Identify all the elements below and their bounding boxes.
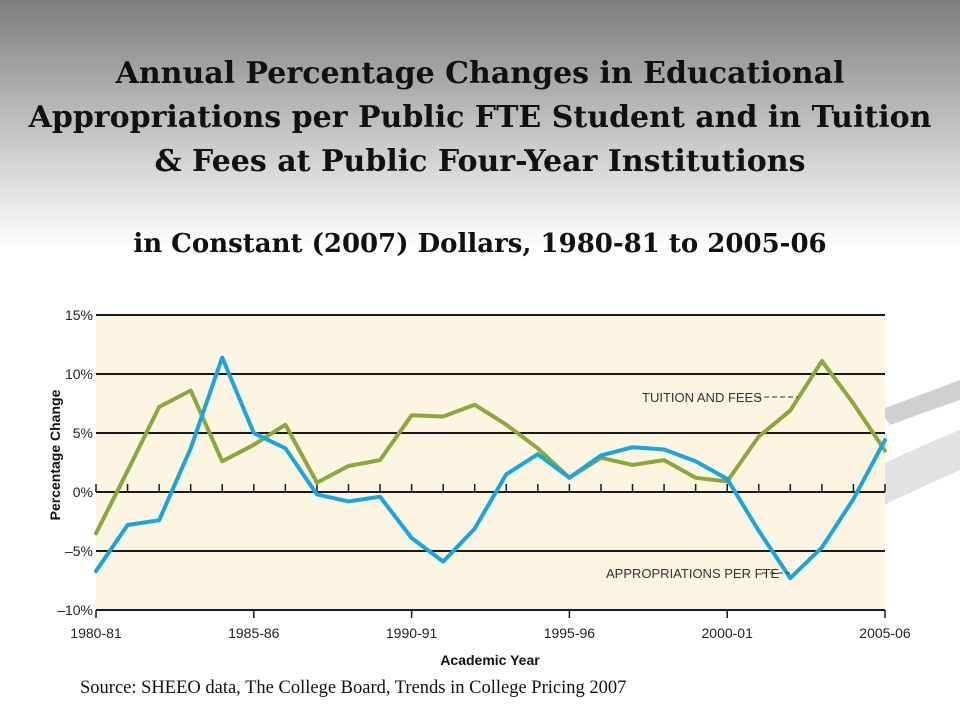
plot-background bbox=[96, 315, 885, 610]
x-tick-label: 2005-06 bbox=[859, 625, 911, 641]
series-label-appropriations: APPROPRIATIONS PER FTE bbox=[606, 566, 779, 581]
x-tick-label: 1985-86 bbox=[228, 625, 280, 641]
y-axis-title: Percentage Change bbox=[47, 389, 63, 520]
x-tick-label: 2000-01 bbox=[702, 625, 754, 641]
y-tick-label: 0% bbox=[73, 484, 93, 500]
tuition-and-fees-line bbox=[94, 359, 887, 536]
slide-title: Annual Percentage Changes in Educational… bbox=[28, 56, 932, 179]
y-tick-label: 10% bbox=[65, 366, 93, 382]
y-tick-label: –10% bbox=[57, 602, 93, 618]
y-tick-label: 15% bbox=[65, 307, 93, 323]
source-note: Source: SHEEO data, The College Board, T… bbox=[80, 678, 627, 698]
line-chart: 15% 10% 5% 0% –5% –10% 1980-81 1985-86 1990-91 19… bbox=[47, 307, 911, 668]
y-tick-label: 5% bbox=[73, 425, 93, 441]
y-tick-label: –5% bbox=[65, 543, 93, 559]
x-tick-label: 1990-91 bbox=[386, 625, 438, 641]
slide-subtitle: in Constant (2007) Dollars, 1980-81 to 2… bbox=[133, 229, 827, 259]
series-label-tuition: TUITION AND FEES bbox=[642, 390, 762, 405]
appropriations-per-fte-line bbox=[94, 355, 887, 581]
x-tick-label: 1980-81 bbox=[70, 625, 122, 641]
x-axis-title: Academic Year bbox=[440, 652, 540, 668]
x-tick-label: 1995-96 bbox=[544, 625, 596, 641]
